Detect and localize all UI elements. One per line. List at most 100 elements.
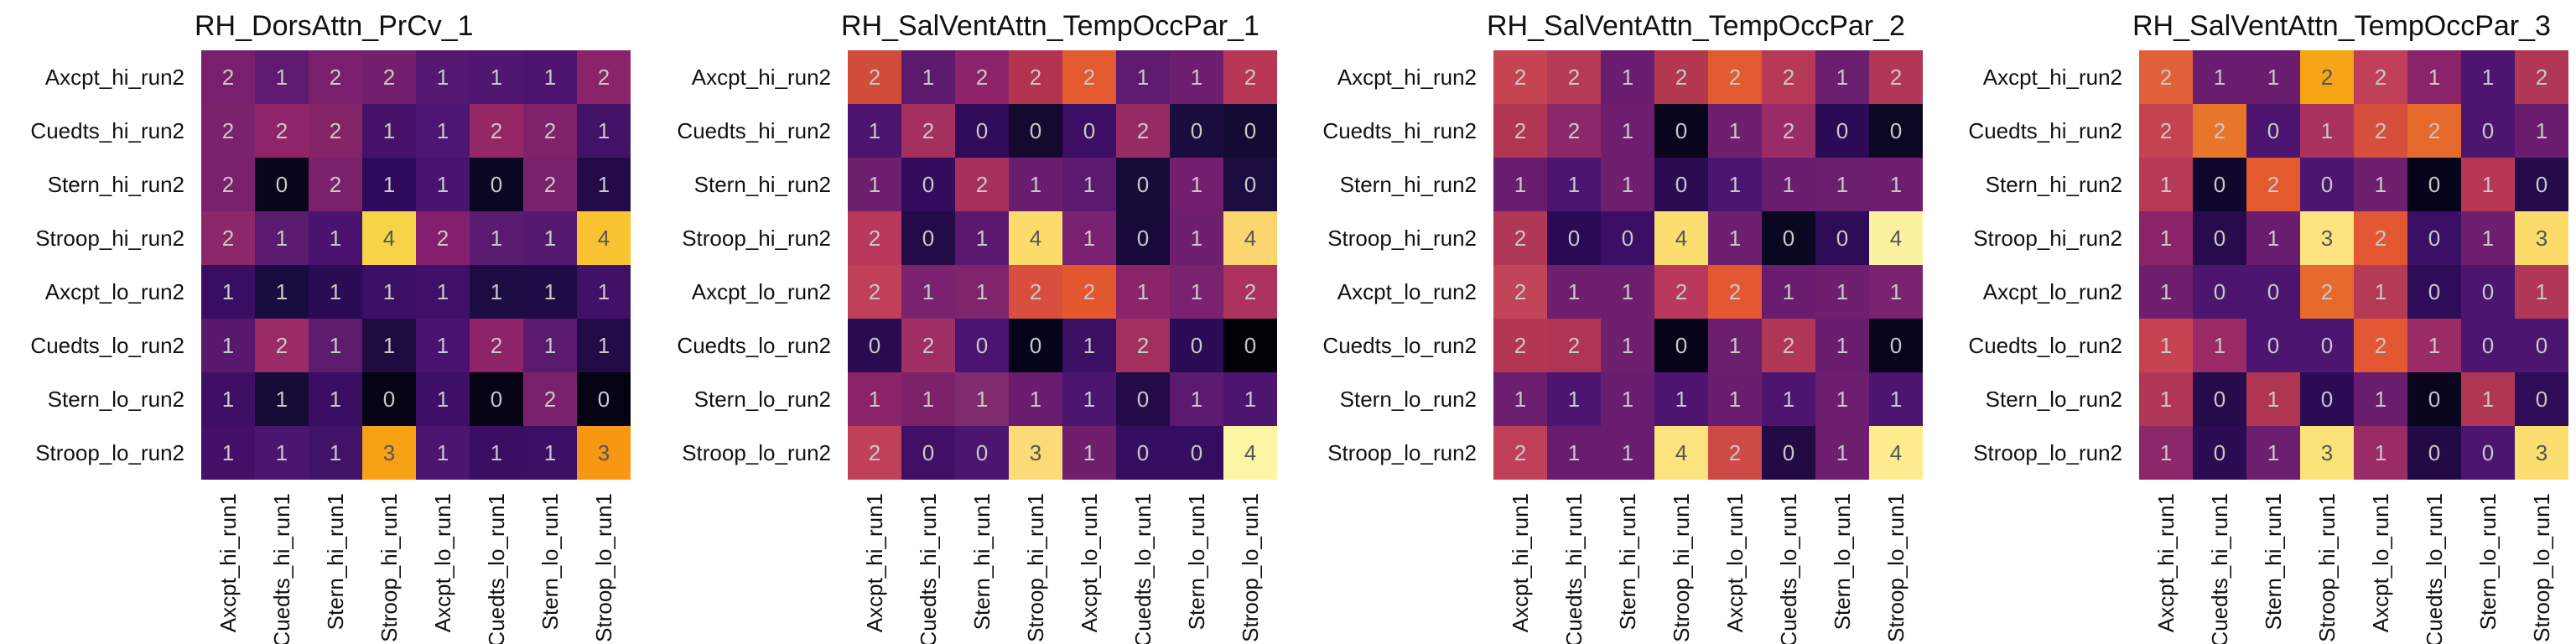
heatmap-cell [523, 211, 577, 265]
cell-value-label: 2 [2321, 65, 2333, 90]
heatmap-cell [1654, 426, 1708, 480]
heatmap-cell [201, 426, 255, 480]
cell-value-label: 1 [1568, 387, 1580, 412]
heatmap-cell [1062, 211, 1116, 265]
heatmap-cell [2139, 319, 2193, 372]
cell-value-label: 1 [1191, 65, 1202, 90]
cell-value-label: 1 [2214, 333, 2225, 358]
heatmap-cell [1547, 50, 1601, 104]
row-tick-label: Stern_hi_run2 [1340, 172, 1477, 197]
cell-value-label: 1 [1622, 172, 1633, 197]
cell-value-label: 0 [976, 333, 988, 358]
column-tick-label: Cuedts_hi_run1 [916, 493, 941, 644]
heatmap-cell [955, 158, 1009, 211]
heatmap-cell [2461, 104, 2515, 158]
heatmap-cell [309, 426, 362, 480]
heatmap-cell [2246, 372, 2300, 426]
cell-value-label: 2 [1083, 65, 1095, 90]
heatmap-cell [2139, 426, 2193, 480]
cell-value-label: 1 [1030, 172, 1041, 197]
heatmap-cell [1601, 104, 1654, 158]
heatmap-cell [1654, 265, 1708, 319]
heatmap-cell [2461, 50, 2515, 104]
row-tick-label: Stern_lo_run2 [694, 387, 831, 412]
cell-value-label: 0 [2321, 172, 2333, 197]
cell-value-label: 1 [2160, 440, 2172, 465]
heatmap-cell [2246, 158, 2300, 211]
cell-value-label: 2 [1568, 118, 1580, 143]
cell-value-label: 2 [2160, 118, 2172, 143]
heatmap-cell [309, 50, 362, 104]
cell-value-label: 1 [1622, 65, 1633, 90]
column-tick-label: Axcpt_lo_run1 [1077, 493, 1102, 632]
cell-value-label: 1 [2428, 333, 2440, 358]
cell-value-label: 1 [1836, 440, 1848, 465]
cell-value-label: 0 [2428, 387, 2440, 412]
cell-value-label: 1 [1675, 387, 1687, 412]
heatmap-cell [1062, 104, 1116, 158]
column-tick-label: Cuedts_hi_run1 [269, 493, 294, 644]
heatmap-cell [1116, 265, 1170, 319]
cell-value-label: 1 [437, 387, 449, 412]
heatmap-cell [1223, 319, 1277, 372]
heatmap-cell [2300, 104, 2354, 158]
cell-value-label: 1 [1622, 279, 1633, 304]
column-tick-label: Stroop_lo_run1 [1883, 493, 1909, 642]
heatmap-cell [1009, 319, 1062, 372]
row-tick-label: Stern_hi_run2 [48, 172, 184, 197]
heatmap-cell [1601, 158, 1654, 211]
cell-value-label: 1 [1836, 172, 1848, 197]
cell-value-label: 1 [1622, 387, 1633, 412]
cell-value-label: 0 [922, 172, 934, 197]
cell-value-label: 2 [1675, 279, 1687, 304]
heatmap-cell [2515, 50, 2568, 104]
heatmap-cell [848, 158, 901, 211]
cell-value-label: 1 [437, 118, 449, 143]
cell-value-label: 0 [1083, 118, 1095, 143]
cell-value-label: 1 [922, 387, 934, 412]
cell-value-label: 2 [869, 440, 880, 465]
row-tick-label: Stroop_hi_run2 [1973, 226, 2122, 251]
heatmap-cell [2300, 265, 2354, 319]
cell-value-label: 2 [491, 118, 502, 143]
cell-value-label: 1 [976, 226, 988, 251]
cell-value-label: 4 [598, 226, 610, 251]
heatmap-cell [2246, 50, 2300, 104]
heatmap-cell [1601, 50, 1654, 104]
heatmap-cell [362, 265, 416, 319]
heatmap-cell [416, 372, 470, 426]
heatmap-cell [1708, 104, 1762, 158]
row-tick-label: Stern_lo_run2 [48, 387, 184, 412]
heatmap-cell [201, 211, 255, 265]
cell-value-label: 1 [1083, 333, 1095, 358]
row-tick-label: Cuedts_lo_run2 [1968, 333, 2122, 358]
cell-value-label: 2 [1137, 333, 1149, 358]
cell-value-label: 1 [222, 279, 234, 304]
heatmap-cell [1170, 50, 1223, 104]
row-tick-label: Axcpt_hi_run2 [692, 65, 831, 90]
cell-value-label: 0 [2428, 440, 2440, 465]
cell-value-label: 1 [1729, 333, 1741, 358]
heatmap-cell [577, 104, 631, 158]
cell-value-label: 1 [1191, 226, 1202, 251]
cell-value-label: 0 [2482, 440, 2494, 465]
cell-value-label: 1 [2267, 387, 2279, 412]
cell-value-label: 2 [491, 333, 502, 358]
cell-value-label: 1 [1622, 118, 1633, 143]
heatmap-cell [362, 319, 416, 372]
cell-value-label: 2 [1514, 440, 1526, 465]
cell-value-label: 0 [2214, 226, 2225, 251]
row-tick-label: Axcpt_lo_run2 [1337, 279, 1477, 304]
cell-value-label: 2 [544, 172, 556, 197]
heatmap-cell [309, 372, 362, 426]
heatmap-cell [1708, 319, 1762, 372]
heatmap-cell [470, 104, 523, 158]
heatmap-cell [1493, 319, 1547, 372]
cell-value-label: 1 [1191, 387, 1202, 412]
cell-value-label: 1 [1244, 387, 1256, 412]
cell-value-label: 1 [2267, 226, 2279, 251]
cell-value-label: 1 [330, 279, 341, 304]
cell-value-label: 2 [2375, 65, 2386, 90]
cell-value-label: 0 [2214, 387, 2225, 412]
heatmap-cell [1116, 319, 1170, 372]
